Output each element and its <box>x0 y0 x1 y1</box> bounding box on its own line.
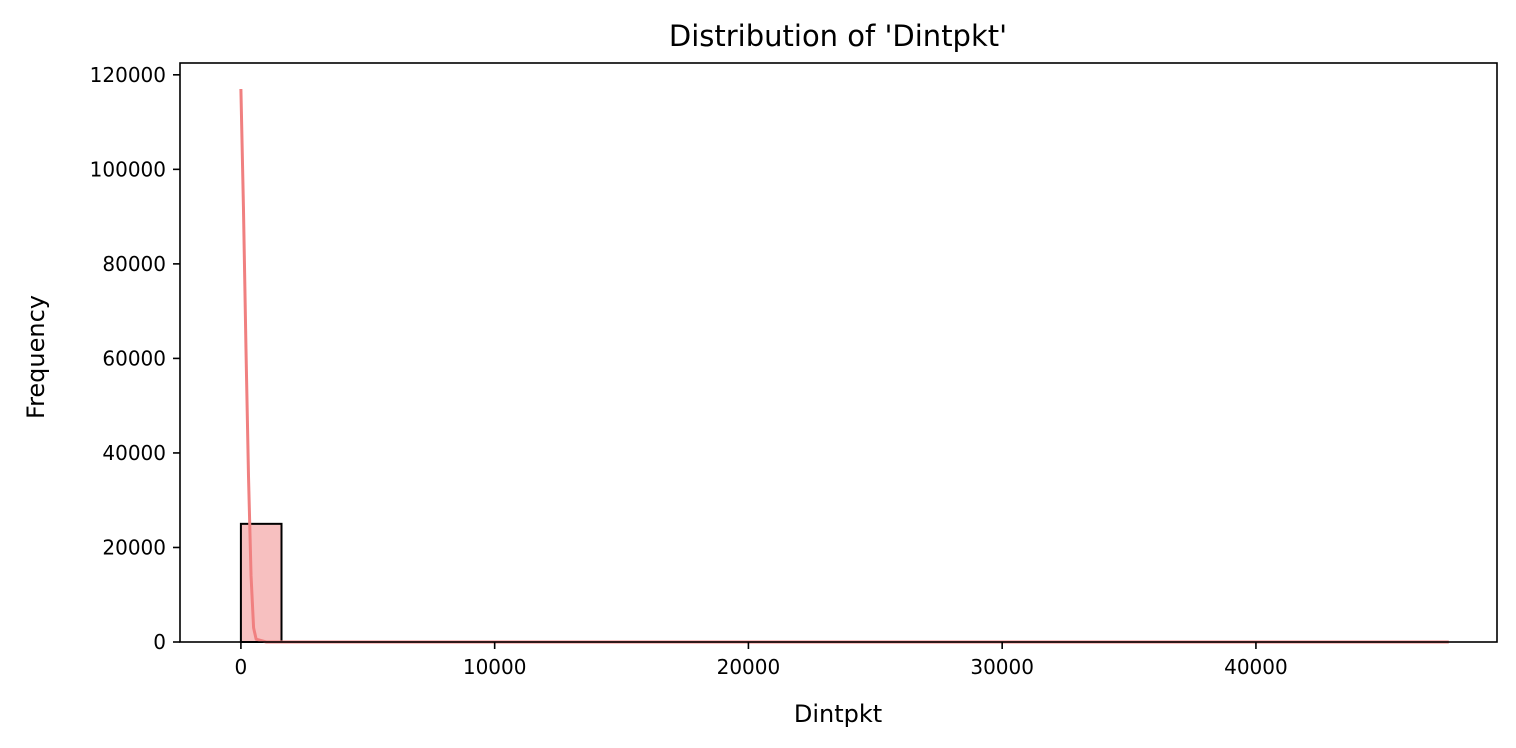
x-axis: 0 10000 20000 30000 40000 <box>235 642 1288 679</box>
histogram-bar <box>239 522 283 643</box>
x-tick-label: 10000 <box>463 655 527 679</box>
x-tick-label: 20000 <box>717 655 781 679</box>
y-tick-label: 0 <box>153 630 166 654</box>
x-tick-label: 30000 <box>970 655 1034 679</box>
y-axis-label: Frequency <box>22 295 50 419</box>
y-tick-label: 80000 <box>102 252 166 276</box>
y-tick-label: 120000 <box>90 63 166 87</box>
y-tick-label: 20000 <box>102 535 166 559</box>
y-tick-label: 100000 <box>90 157 166 181</box>
y-axis: 0 20000 40000 60000 80000 100000 120000 <box>90 63 180 654</box>
y-tick-label: 60000 <box>102 346 166 370</box>
x-axis-label: Dintpkt <box>794 700 882 728</box>
x-tick-label: 40000 <box>1224 655 1288 679</box>
y-tick-label: 40000 <box>102 441 166 465</box>
plot-frame <box>179 62 1498 643</box>
bars-layer <box>239 522 283 643</box>
chart-title: Distribution of 'Dintpkt' <box>669 19 1007 53</box>
x-tick-label: 0 <box>235 655 248 679</box>
